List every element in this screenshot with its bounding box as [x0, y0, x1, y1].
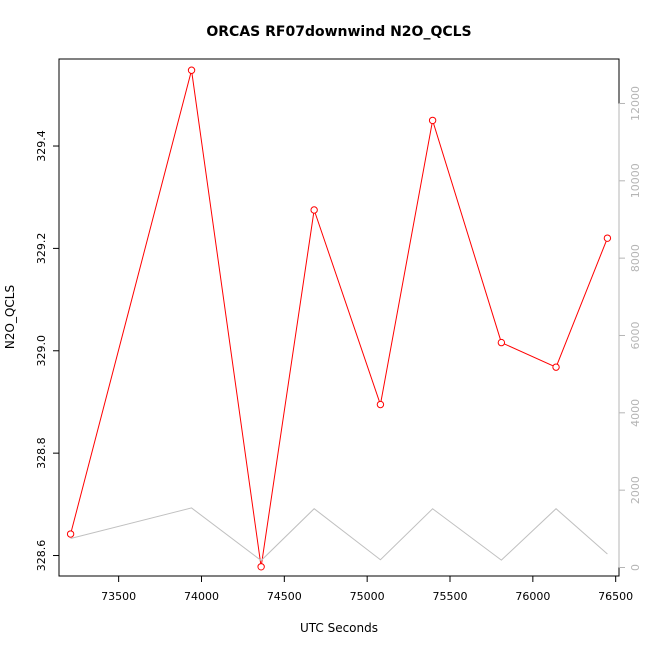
- y2-tick-label: 4000: [629, 399, 642, 427]
- y-axis-label: N2O_QCLS: [3, 285, 17, 349]
- x-tick-label: 76500: [598, 590, 633, 603]
- plot-area: [58, 58, 620, 577]
- data-point: [257, 563, 265, 571]
- data-point: [66, 530, 75, 538]
- series-layer: [66, 66, 612, 571]
- y-axis-left: 328.6 328.8 329.0 329.2 329.4: [35, 130, 60, 572]
- chart-title: ORCAS RF07downwind N2O_QCLS: [206, 24, 471, 40]
- x-tick-label: 76000: [515, 590, 550, 603]
- y-tick-label: 328.8: [35, 437, 48, 469]
- y-axis-right: 0 2000 4000 6000 8000 10000 12000: [618, 86, 642, 571]
- data-point: [497, 338, 506, 347]
- x-tick-label: 74500: [267, 590, 302, 603]
- y2-tick-label: 6000: [629, 321, 642, 349]
- y2-tick-label: 12000: [629, 86, 642, 121]
- y-tick-label: 328.6: [35, 540, 48, 572]
- y-tick-label: 329.0: [35, 335, 48, 367]
- data-point: [552, 363, 560, 371]
- x-tick-label: 75000: [350, 590, 385, 603]
- x-axis: 73500 74000 74500 75000 75500 76000 76500: [101, 575, 633, 603]
- y-tick-label: 329.2: [35, 233, 48, 265]
- x-axis-label: UTC Seconds: [300, 621, 378, 635]
- data-point: [187, 66, 196, 74]
- x-tick-label: 73500: [101, 590, 136, 603]
- y2-tick-label: 10000: [629, 163, 642, 198]
- x-tick-label: 74000: [184, 590, 219, 603]
- series-line-primary: [70, 70, 608, 567]
- y2-tick-label: 2000: [629, 476, 642, 504]
- series-line-secondary: [70, 507, 608, 562]
- y-tick-label: 329.4: [35, 130, 48, 162]
- y2-tick-label: 0: [629, 564, 642, 571]
- data-point: [428, 116, 437, 125]
- data-point: [376, 400, 385, 409]
- data-point: [603, 234, 612, 242]
- y2-tick-label: 8000: [629, 244, 642, 272]
- data-point: [310, 206, 318, 214]
- x-tick-label: 75500: [433, 590, 468, 603]
